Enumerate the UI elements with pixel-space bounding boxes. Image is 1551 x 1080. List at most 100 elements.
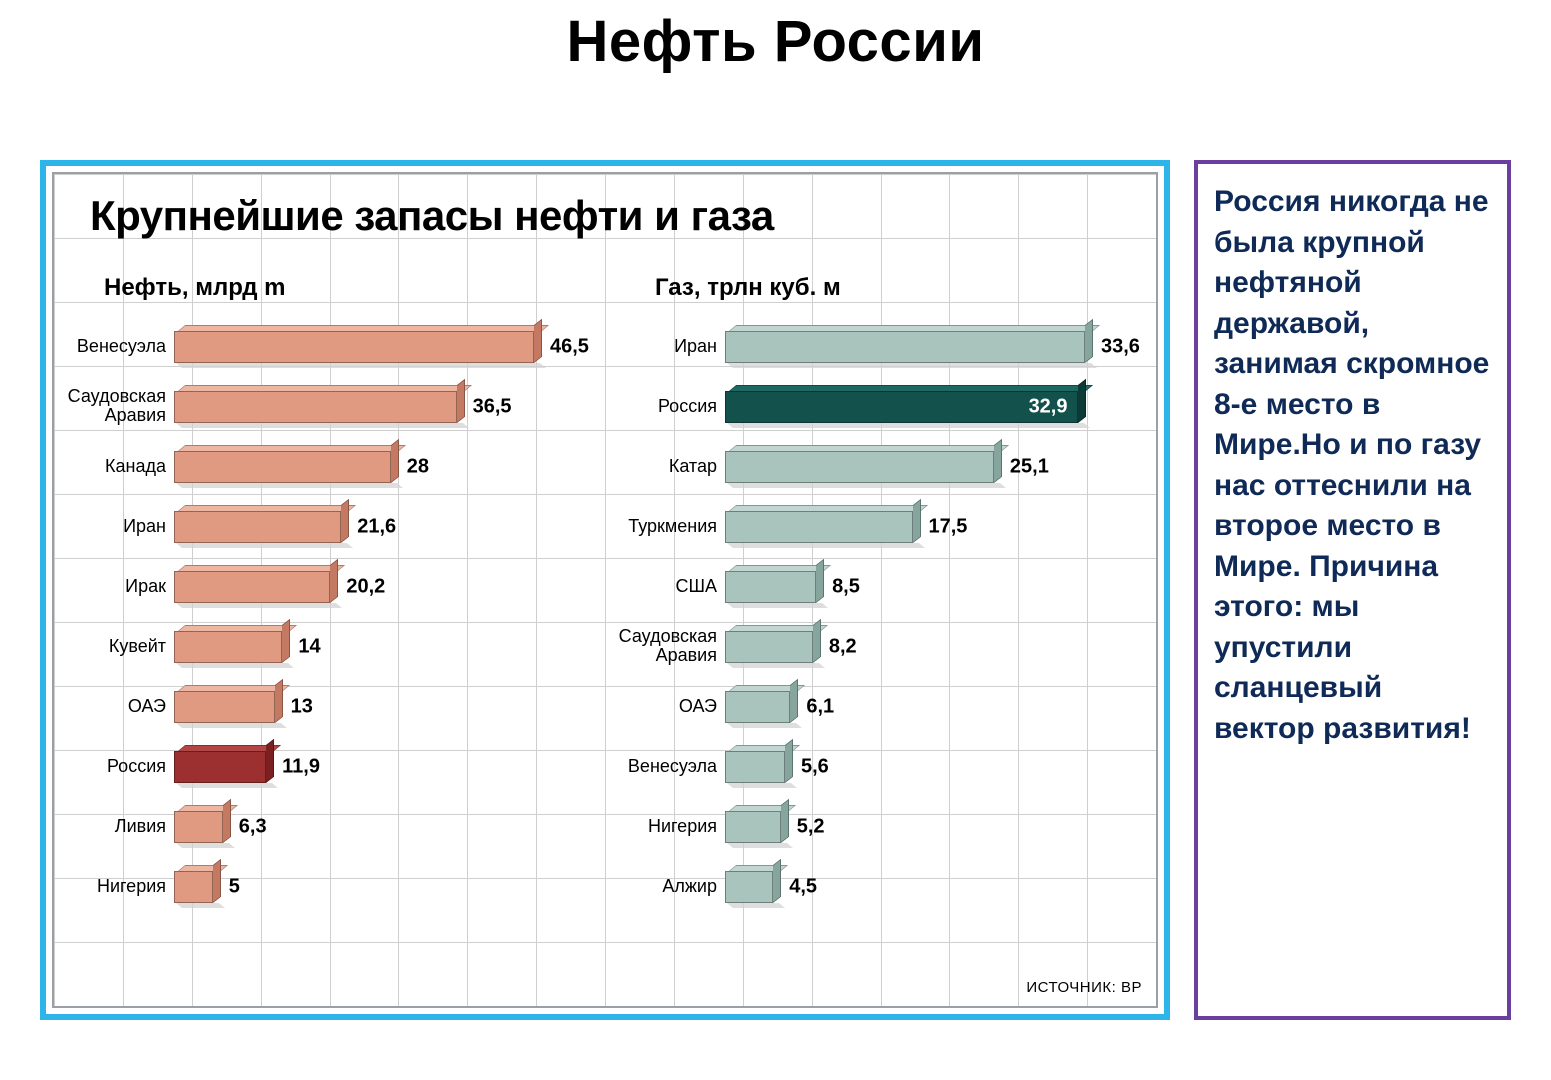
chart-frame-outer: Крупнейшие запасы нефти и газа Нефть, мл…: [40, 160, 1170, 1020]
bar-label: Канада: [54, 457, 174, 476]
bar-area: 4,5: [725, 865, 1146, 907]
bar-value: 4,5: [789, 876, 817, 899]
bar-area: 25,1: [725, 445, 1146, 487]
chart-title: Крупнейшие запасы нефти и газа: [90, 192, 774, 240]
bar-area: 21,6: [174, 505, 595, 547]
bar: 13: [174, 691, 275, 723]
bar: 6,3: [174, 811, 223, 843]
bar-value: 33,6: [1101, 336, 1140, 359]
bar: 14: [174, 631, 282, 663]
main-layout: Крупнейшие запасы нефти и газа Нефть, мл…: [40, 160, 1511, 1020]
chart-source-label: ИСТОЧНИК: BP: [1026, 979, 1142, 996]
bar: 5,2: [725, 811, 781, 843]
bar-label: Ирак: [54, 577, 174, 596]
bar-label: Россия: [605, 397, 725, 416]
column-title: Газ, трлн куб. м: [655, 274, 1146, 302]
bar-value: 36,5: [473, 396, 512, 419]
bar-area: 32,9: [725, 385, 1146, 427]
bar-row: Туркмения17,5: [605, 496, 1146, 556]
bar-value: 6,3: [239, 816, 267, 839]
bar-label: Саудовская Аравия: [54, 387, 174, 425]
bar-label: Кувейт: [54, 637, 174, 656]
bar-row: Саудовская Аравия36,5: [54, 376, 595, 436]
bar-row: Катар25,1: [605, 436, 1146, 496]
bar-row: Иран33,6: [605, 316, 1146, 376]
bar-label: Россия: [54, 757, 174, 776]
bar: 28: [174, 451, 391, 483]
bars-container: Венесуэла46,5Саудовская Аравия36,5Канада…: [54, 316, 595, 916]
bar-label: Алжир: [605, 877, 725, 896]
bar-label: Иран: [605, 337, 725, 356]
bar-value: 5,2: [797, 816, 825, 839]
bar-label: Иран: [54, 517, 174, 536]
bar: 20,2: [174, 571, 330, 603]
bar-label: США: [605, 577, 725, 596]
bar: 32,9: [725, 391, 1078, 423]
page-title: Нефть России: [0, 0, 1551, 75]
bar-area: 5,6: [725, 745, 1146, 787]
bar-area: 5,2: [725, 805, 1146, 847]
bar-value: 5: [229, 876, 240, 899]
bar-row: Иран21,6: [54, 496, 595, 556]
bar-area: 11,9: [174, 745, 595, 787]
sidebar-text: Россия никогда не была крупной нефтяной …: [1214, 182, 1491, 749]
bar-value: 46,5: [550, 336, 589, 359]
bar-row: Алжир 4,5: [605, 856, 1146, 916]
bar-row: Саудовская Аравия 8,2: [605, 616, 1146, 676]
bar-area: 8,5: [725, 565, 1146, 607]
bar-area: 13: [174, 685, 595, 727]
bar-row: ОАЭ6,1: [605, 676, 1146, 736]
bar-row: Нигерия5,2: [605, 796, 1146, 856]
bar-row: Россия11,9: [54, 736, 595, 796]
bar-label: Венесуэла: [605, 757, 725, 776]
bar-label: Саудовская Аравия: [605, 627, 725, 665]
bar-area: 20,2: [174, 565, 595, 607]
bar-area: 6,1: [725, 685, 1146, 727]
bar-value: 25,1: [1010, 456, 1049, 479]
column-title: Нефть, млрд m: [104, 274, 595, 302]
bar-area: 6,3: [174, 805, 595, 847]
bar: 5,6: [725, 751, 785, 783]
bar-row: Ирак20,2: [54, 556, 595, 616]
bars-container: Иран33,6Россия32,9Катар25,1Туркмения17,5…: [605, 316, 1146, 916]
bar-area: 17,5: [725, 505, 1146, 547]
bar-row: США8,5: [605, 556, 1146, 616]
bar: 36,5: [174, 391, 457, 423]
bar-value: 11,9: [282, 756, 320, 779]
bar-label: Нигерия: [605, 817, 725, 836]
bar-area: 14: [174, 625, 595, 667]
bar-value: 32,9: [1029, 396, 1068, 419]
chart-body: Нефть, млрд mВенесуэла46,5Саудовская Ара…: [54, 274, 1156, 970]
bar-area: 8,2: [725, 625, 1146, 667]
bar-row: Канада28: [54, 436, 595, 496]
bar-value: 14: [298, 636, 320, 659]
bar-area: 28: [174, 445, 595, 487]
bar-area: 5: [174, 865, 595, 907]
bar-label: Ливия: [54, 817, 174, 836]
bar-area: 33,6: [725, 325, 1146, 367]
bar-area: 36,5: [174, 385, 595, 427]
bar: 33,6: [725, 331, 1085, 363]
bar: 46,5: [174, 331, 534, 363]
bar-row: Венесуэла46,5: [54, 316, 595, 376]
chart-column-oil: Нефть, млрд mВенесуэла46,5Саудовская Ара…: [54, 274, 605, 970]
bar: 5: [174, 871, 213, 903]
bar: 17,5: [725, 511, 913, 543]
bar-value: 13: [291, 696, 313, 719]
bar-row: Кувейт14: [54, 616, 595, 676]
chart-frame-inner: Крупнейшие запасы нефти и газа Нефть, мл…: [52, 172, 1158, 1008]
bar-label: Венесуэла: [54, 337, 174, 356]
bar: 11,9: [174, 751, 266, 783]
bar-value: 6,1: [806, 696, 834, 719]
bar-row: Россия 32,9: [605, 376, 1146, 436]
bar-value: 5,6: [801, 756, 829, 779]
bar-label: Туркмения: [605, 517, 725, 536]
bar-value: 8,2: [829, 636, 857, 659]
bar-row: Венесуэла5,6: [605, 736, 1146, 796]
bar-area: 46,5: [174, 325, 595, 367]
bar: 8,5: [725, 571, 816, 603]
bar: 6,1: [725, 691, 790, 723]
bar-value: 17,5: [929, 516, 968, 539]
bar-label: Нигерия: [54, 877, 174, 896]
bar: 25,1: [725, 451, 994, 483]
